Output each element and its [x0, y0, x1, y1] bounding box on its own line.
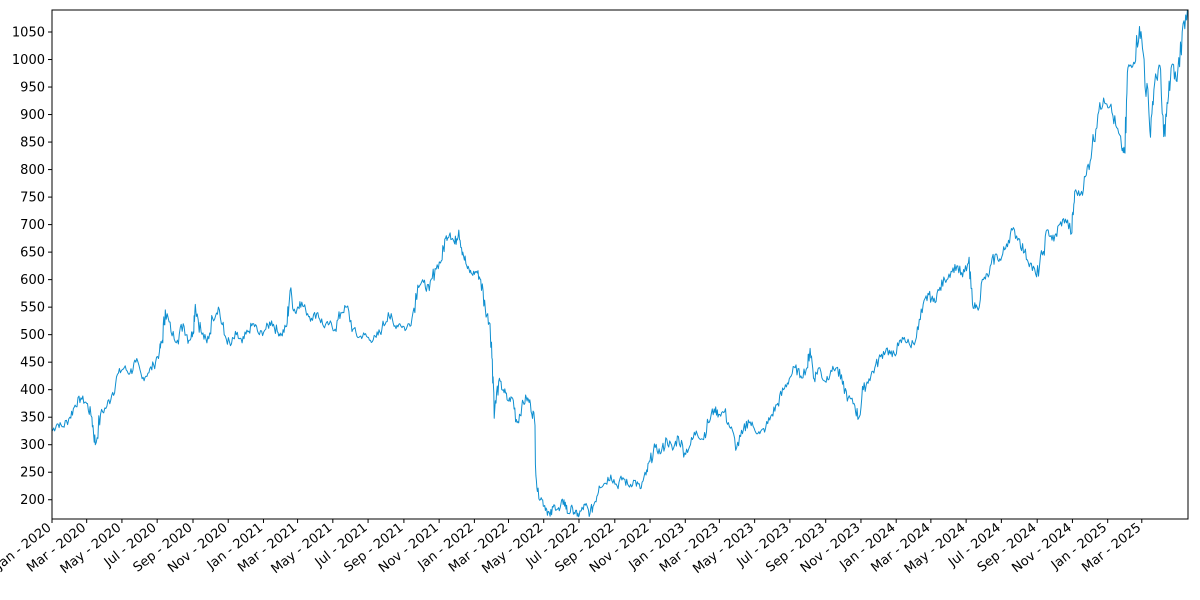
y-tick-label: 700 [20, 218, 45, 233]
y-tick-label: 500 [20, 328, 45, 343]
y-tick-label: 850 [20, 136, 45, 151]
y-tick-label: 600 [20, 273, 45, 288]
plot-frame [51, 9, 1189, 520]
y-tick-label: 900 [20, 108, 45, 123]
y-tick-label: 650 [20, 246, 45, 261]
series-line [51, 9, 1188, 518]
y-tick-label: 550 [20, 301, 45, 316]
y-tick-label: 300 [20, 438, 45, 453]
y-tick-label: 800 [20, 163, 45, 178]
y-tick-label: 400 [20, 383, 45, 398]
y-tick-label: 200 [20, 493, 45, 508]
y-tick-label: 350 [20, 411, 45, 426]
y-tick-label: 1000 [12, 53, 45, 68]
y-tick-label: 250 [20, 466, 45, 481]
y-tick-label: 950 [20, 81, 45, 96]
y-tick-label: 1050 [12, 26, 45, 41]
y-tick-label: 450 [20, 356, 45, 371]
plot-area [51, 9, 1188, 518]
y-axis: 200 250 300 350 400 450 500 550 600 650 700 750 800 8… [12, 26, 52, 508]
y-tick-label: 750 [20, 191, 45, 206]
